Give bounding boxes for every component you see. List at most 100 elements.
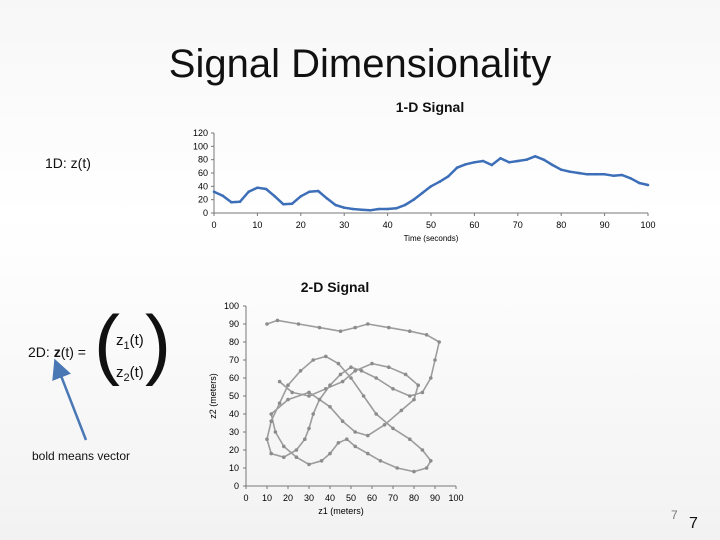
chart-2d-data-point <box>420 390 425 395</box>
chart-1d-x-tick-label: 10 <box>252 220 262 230</box>
chart-1d-data-point <box>638 181 641 185</box>
chart-2d-data-point <box>349 365 353 370</box>
chart-2d-data-point <box>294 455 299 460</box>
chart-1d-data-point <box>273 195 277 198</box>
chart-1d-data-point <box>342 206 346 209</box>
chart-2d-data-point <box>412 397 416 402</box>
vector-row-1: z1(t) <box>116 332 144 352</box>
chart-1d-data-point <box>299 195 303 198</box>
chart-1d-data-point <box>473 161 476 164</box>
chart-2d-y-tick-label: 100 <box>224 301 239 311</box>
label-2d-prefix: 2D: <box>28 344 54 360</box>
chart-2d-x-tick-label: 70 <box>388 493 398 503</box>
chart-1d-data-point <box>646 183 650 187</box>
chart-1d-data-point <box>438 180 442 183</box>
vector-row-2: z2(t) <box>116 364 144 384</box>
chart-2d-data-point <box>328 451 332 456</box>
chart-2d-data-point <box>307 390 311 395</box>
chart-1d-data-point <box>542 158 546 161</box>
chart-2d-y-tick-label: 0 <box>234 481 239 491</box>
chart-2d-data-point <box>420 448 425 452</box>
chart-2d-data-point <box>307 426 311 431</box>
chart-1d-data-point <box>429 185 433 188</box>
chart-2d-title: 2-D Signal <box>300 279 370 295</box>
chart-2d-data-point <box>282 444 286 449</box>
chart-2d-data-point <box>366 433 370 438</box>
chart-1d-data-point <box>230 201 233 204</box>
slide-title: Signal Dimensionality <box>168 42 552 86</box>
chart-2d-y-tick-label: 60 <box>229 373 239 383</box>
chart-1d-data-point <box>629 177 632 180</box>
chart-2d-x-tick-label: 60 <box>367 493 377 503</box>
chart-2d-data-point <box>311 412 316 416</box>
chart-1d-data-point <box>612 174 615 177</box>
label-2d: 2D: z(t) = <box>28 344 86 360</box>
chart-2d-x-tick-label: 40 <box>325 493 335 503</box>
chart-2d-data-point <box>403 372 408 377</box>
chart-1d-data-point <box>377 207 381 211</box>
chart-1d-x-tick-label: 0 <box>211 220 216 230</box>
chart-2d-data-point <box>366 322 370 326</box>
chart-2d-data-point <box>353 430 358 434</box>
left-paren: ( <box>94 299 120 387</box>
chart-2d-data-point <box>391 387 395 391</box>
chart-1d-x-tick-label: 80 <box>556 220 566 230</box>
chart-1d-data-point <box>577 171 580 175</box>
chart-2d-data-point <box>353 444 358 449</box>
chart-1d-y-tick-label: 100 <box>193 141 208 151</box>
chart-1d-x-tick-label: 60 <box>469 220 479 230</box>
chart-1d-data-point <box>551 163 554 167</box>
chart-1d-x-tick-label: 40 <box>383 220 393 230</box>
chart-2d-data-point <box>277 401 282 406</box>
chart-2d-x-tick-label: 0 <box>243 493 248 503</box>
chart-2d-x-tick-label: 10 <box>262 493 272 503</box>
chart-2d-data-point <box>294 448 299 452</box>
chart-2d-trace-line <box>266 319 440 473</box>
chart-2d-data-point <box>296 322 301 326</box>
chart-2d-data-point <box>437 340 442 344</box>
page-number-small: 7 <box>671 508 678 522</box>
chart-2d-data-point <box>416 383 421 388</box>
chart-2d-data-point <box>282 455 286 460</box>
chart-1d-data-point <box>247 190 250 193</box>
chart-1d-data-point <box>212 190 216 193</box>
chart-1d-y-tick-label: 80 <box>198 155 208 165</box>
right-paren: ) <box>145 299 171 387</box>
chart-2d-data-point <box>277 379 282 384</box>
chart-1d-data-point <box>603 173 606 176</box>
chart-1d-x-tick-label: 50 <box>426 220 436 230</box>
chart-2d-data-point <box>378 459 383 463</box>
chart-2d-data-point <box>366 451 370 456</box>
chart-1d-data-point <box>533 155 537 158</box>
chart-1d-x-tick-label: 20 <box>296 220 306 230</box>
label-2d-rest: (t) = <box>60 344 86 360</box>
chart-1d-y-tick-label: 20 <box>198 195 208 205</box>
chart-2d-data-point <box>424 466 429 470</box>
chart-2d-data-point <box>412 469 416 474</box>
chart-1d-data-point <box>490 163 494 167</box>
chart-2d-data-point <box>336 441 341 445</box>
vector-row-2-main: z <box>116 364 124 381</box>
chart-2d-data-point <box>353 325 358 330</box>
chart-1d-y-tick-label: 40 <box>198 181 208 191</box>
label-1d: 1D: z(t) <box>45 155 91 171</box>
vector-row-2-sub: 2 <box>123 372 130 384</box>
chart-2d-data-point <box>408 437 412 442</box>
chart-2d-data-point <box>307 462 311 467</box>
chart-2d-data-point <box>408 329 412 334</box>
chart-2d-data-point <box>319 459 324 463</box>
vector-row-2-end: (t) <box>129 364 144 381</box>
chart-2d-data-point <box>353 369 358 373</box>
chart-2d-data-point <box>340 419 345 424</box>
chart-1d-data-point <box>325 197 329 200</box>
chart-2d-data-point <box>424 333 429 337</box>
chart-2d-data-point <box>429 459 433 463</box>
chart-1d-data-point <box>351 207 355 211</box>
chart-2d-x-tick-label: 20 <box>283 493 293 503</box>
chart-1d-data-point <box>525 158 528 161</box>
chart-1d-data-point <box>499 157 502 160</box>
chart-1d-data-point <box>368 209 372 212</box>
chart-2d-data-point <box>387 325 391 330</box>
chart-1d-data-point <box>221 194 224 197</box>
